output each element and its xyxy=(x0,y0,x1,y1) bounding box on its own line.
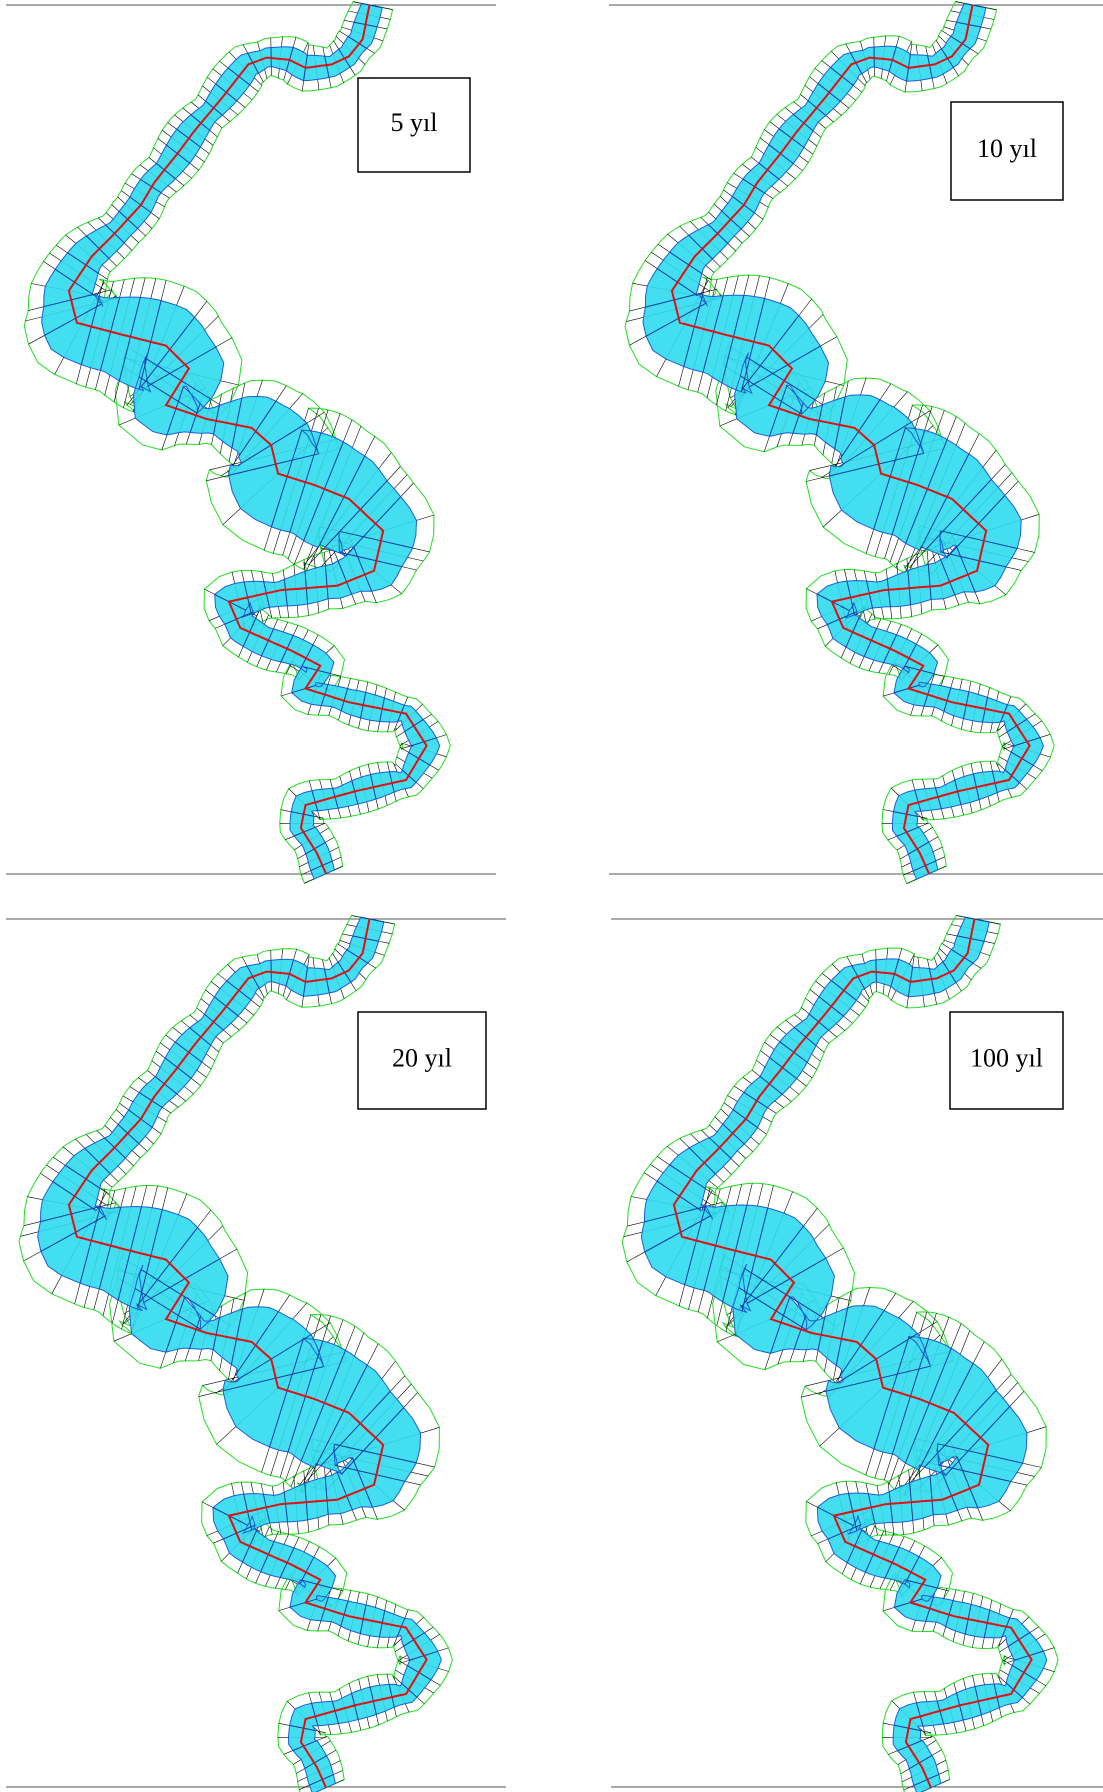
return-period-label: 100 yıl xyxy=(970,1043,1043,1072)
return-period-label: 10 yıl xyxy=(977,134,1037,163)
figure: 5 yıl 10 yıl 20 yıl 100 yıl xyxy=(0,0,1103,1792)
return-period-label: 20 yıl xyxy=(392,1043,452,1072)
return-period-label: 5 yıl xyxy=(391,108,438,137)
